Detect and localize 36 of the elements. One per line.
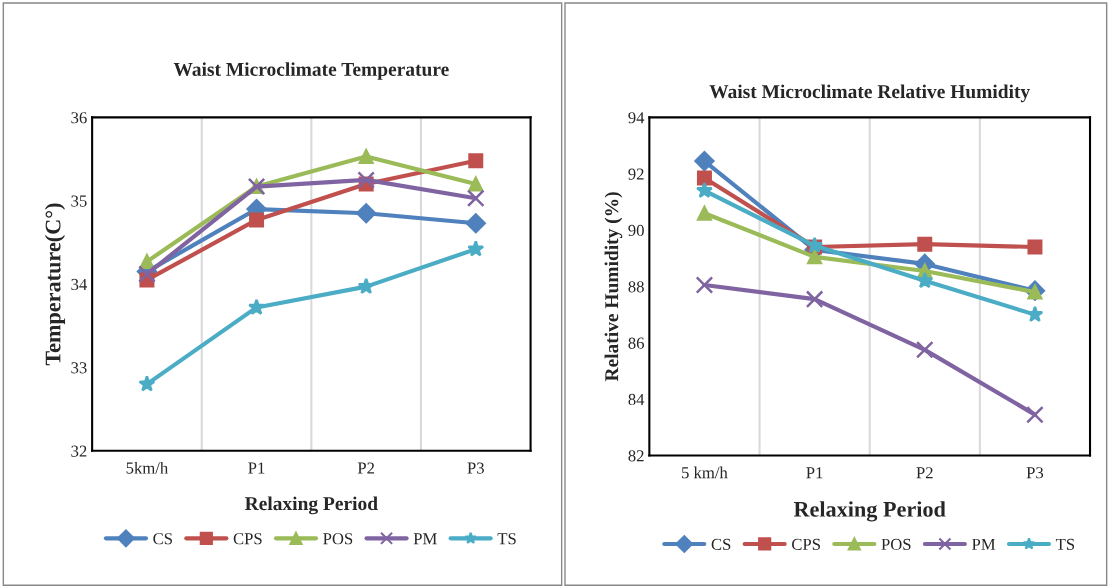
x-tick-label: P1	[248, 462, 265, 474]
y-tick-label: 88	[628, 281, 644, 293]
y-tick-label: 92	[628, 168, 644, 180]
y-tick-label: 90	[628, 224, 644, 237]
legend-label: TS	[1055, 538, 1075, 550]
legend-label: CPS	[792, 538, 820, 550]
y-tick-label: 94	[628, 112, 645, 124]
legend-label: CS	[153, 533, 172, 545]
y-tick-label: 82	[628, 450, 644, 462]
chart-title: Waist Microclimate Temperature	[173, 62, 449, 80]
legend-label: CS	[711, 538, 731, 550]
chart-title: Waist Microclimate Relative Humidity	[709, 84, 1030, 103]
x-tick-label: P1	[806, 467, 823, 479]
legend-label: CPS	[233, 533, 262, 545]
legend-label: POS	[881, 538, 911, 550]
x-tick-label: 5km/h	[126, 461, 169, 474]
legend-label: PM	[972, 538, 996, 550]
y-tick-label: 32	[71, 445, 87, 457]
y-axis-title: Temperature(C°)	[44, 203, 66, 366]
legend-label: POS	[323, 533, 353, 545]
y-tick-label: 35	[71, 195, 87, 207]
x-tick-label: 5 km/h	[682, 466, 728, 479]
y-tick-label: 84	[628, 393, 645, 406]
y-tick-label: 86	[628, 337, 644, 349]
legend-label: TS	[497, 533, 516, 545]
x-tick-label: P3	[1026, 467, 1044, 479]
y-tick-label: 36	[71, 112, 87, 124]
y-tick-label: 34	[71, 278, 88, 291]
legend-label: PM	[413, 533, 437, 545]
y-axis-title: Relative Humidity (%)	[604, 192, 623, 382]
x-axis-title: Relaxing Period	[793, 501, 946, 522]
x-tick-label: P2	[357, 462, 375, 474]
x-tick-label: P3	[467, 462, 484, 474]
x-axis-title: Relaxing Period	[244, 496, 378, 515]
y-tick-label: 33	[71, 362, 87, 374]
x-tick-label: P2	[916, 467, 933, 479]
